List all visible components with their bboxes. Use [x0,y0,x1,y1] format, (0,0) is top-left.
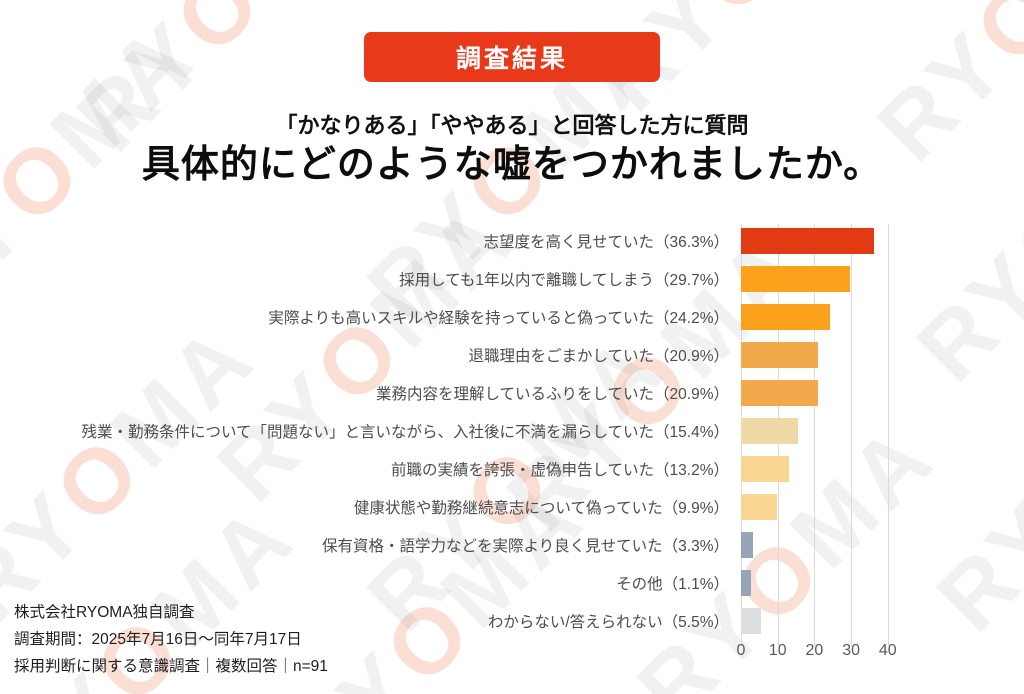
chart-row: 退職理由をごまかしていた（20.9%） [0,336,1024,374]
question-subtitle: 「かなりある」「ややある」と回答した方に質問 [275,113,749,138]
bar-track [741,494,899,520]
bar [741,418,798,444]
chart-row: 採用しても1年以内で離職してしまう（29.7%） [0,260,1024,298]
bar [741,266,850,292]
chart-rows: 志望度を高く見せていた（36.3%） 採用しても1年以内で離職してしまう（29.7… [0,222,1024,640]
bar-label: 志望度を高く見せていた（36.3%） [483,234,729,251]
bar-label: 保有資格・語学力などを実際より良く見せていた（3.3%） [321,538,729,555]
bar-track [741,532,899,558]
chart-row: 健康状態や勤務継続意志について偽っていた（9.9%） [0,488,1024,526]
bar-label: 残業・勤務条件について「問題ない」と言いながら、入社後に不満を漏らしていた（15… [81,424,729,441]
bar-label: その他（1.1%） [616,576,729,593]
bar-label: 健康状態や勤務継続意志について偽っていた（9.9%） [353,500,729,517]
chart-row: 前職の実績を誇張・虚偽申告していた（13.2%） [0,450,1024,488]
ryoma-logo-o: O [676,0,804,33]
bar-track [741,418,899,444]
bar [741,494,778,520]
bar-track [741,266,899,292]
bar-track [741,456,899,482]
bar [741,608,762,634]
x-axis-tick: 20 [805,642,824,659]
bar-chart: 志望度を高く見せていた（36.3%） 採用しても1年以内で離職してしまう（29.7… [0,222,1024,664]
bar [741,304,830,330]
chart-row: 業務内容を理解しているふりをしていた（20.9%） [0,374,1024,412]
bar-track [741,342,899,368]
chart-row: わからない/答えられない（5.5%） [0,602,1024,640]
bar-track [741,380,899,406]
bar [741,228,875,254]
bar-label: 前職の実績を誇張・虚偽申告していた（13.2%） [391,462,729,479]
bar-label: 退職理由をごまかしていた（20.9%） [468,348,730,365]
bar-label: 実際よりも高いスキルや経験を持っていると偽っていた（24.2%） [268,310,729,327]
bar-track [741,304,899,330]
footer-line: 調査期間：2025年7月16日〜同年7月17日 [14,631,302,648]
x-axis-tick: 10 [768,642,787,659]
chart-row: その他（1.1%） [0,564,1024,602]
bar [741,532,754,558]
bar-track [741,608,899,634]
chart-row: 志望度を高く見せていた（36.3%） [0,222,1024,260]
chart-row: 残業・勤務条件について「問題ない」と言いながら、入社後に不満を漏らしていた（15… [0,412,1024,450]
x-axis-tick: 0 [736,642,746,659]
footer-line: 採用判断に関する意識調査｜複数回答｜n=91 [14,658,328,675]
result-badge: 調査結果 [363,32,660,82]
bar-label: 業務内容を理解しているふりをしていた（20.9%） [375,386,729,403]
bar [741,456,790,482]
bar-track [741,570,899,596]
x-axis-tick: 30 [842,642,860,659]
survey-source-note: 株式会社RYOMA独自調査調査期間：2025年7月16日〜同年7月17日採用判断… [14,599,328,680]
footer-line: 株式会社RYOMA独自調査 [14,604,195,621]
bar-label: 採用しても1年以内で離職してしまう（29.7%） [399,272,729,289]
chart-row: 実際よりも高いスキルや経験を持っていると偽っていた（24.2%） [0,298,1024,336]
chart-row: 保有資格・語学力などを実際より良く見せていた（3.3%） [0,526,1024,564]
bar [741,342,818,368]
bar-label: わからない/答えられない（5.5%） [487,614,729,631]
bar [741,380,818,406]
x-axis: 0 10 20 30 40 [737,640,899,664]
bar [741,570,751,596]
page-title: 具体的にどのような嘘をつかれましたか。 [141,144,883,186]
bar-track [741,228,899,254]
x-axis-tick: 40 [878,642,897,659]
